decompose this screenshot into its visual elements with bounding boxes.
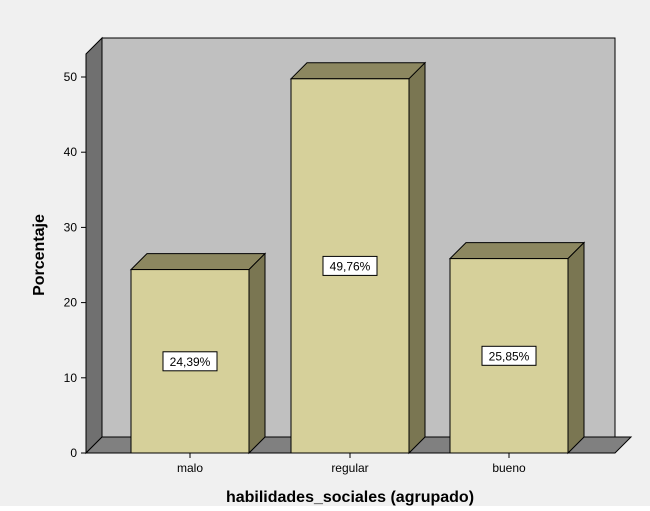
y-tick-label: 40	[64, 145, 78, 159]
bar-malo: 24,39%	[129, 252, 267, 455]
y-tick-label: 10	[64, 371, 78, 385]
bar-regular: 49,76%	[289, 61, 427, 455]
y-tick-label: 20	[64, 296, 78, 310]
data-label: 24,39%	[170, 355, 211, 369]
data-label: 49,76%	[330, 259, 371, 273]
y-tick-label: 30	[64, 220, 78, 234]
data-label-box	[162, 351, 218, 372]
bar-side	[408, 61, 426, 455]
y-axis: 0 10 20 30 40 50	[64, 54, 87, 460]
bar-side	[567, 241, 585, 455]
y-tick-label: 50	[64, 70, 78, 84]
bars: 24,39% 49,76% 25,85%	[129, 61, 586, 455]
bar-bueno: 25,85%	[448, 241, 586, 455]
x-tick-label: regular	[331, 461, 368, 475]
x-axis-title: habilidades_sociales (agrupado)	[226, 489, 474, 506]
data-label-box	[481, 345, 537, 366]
data-label-box	[322, 255, 378, 276]
y-axis-title: Porcentaje	[31, 214, 48, 296]
side-wall	[85, 36, 103, 455]
y-tick-label: 0	[70, 446, 77, 460]
data-label: 25,85%	[489, 349, 530, 363]
bar-top	[129, 253, 267, 271]
bar-top	[448, 242, 586, 260]
x-tick-label: malo	[177, 461, 203, 475]
bar-side	[248, 252, 266, 455]
x-tick-label: bueno	[492, 461, 526, 475]
x-axis: malo regular bueno	[177, 453, 526, 475]
bar-top	[289, 62, 427, 80]
